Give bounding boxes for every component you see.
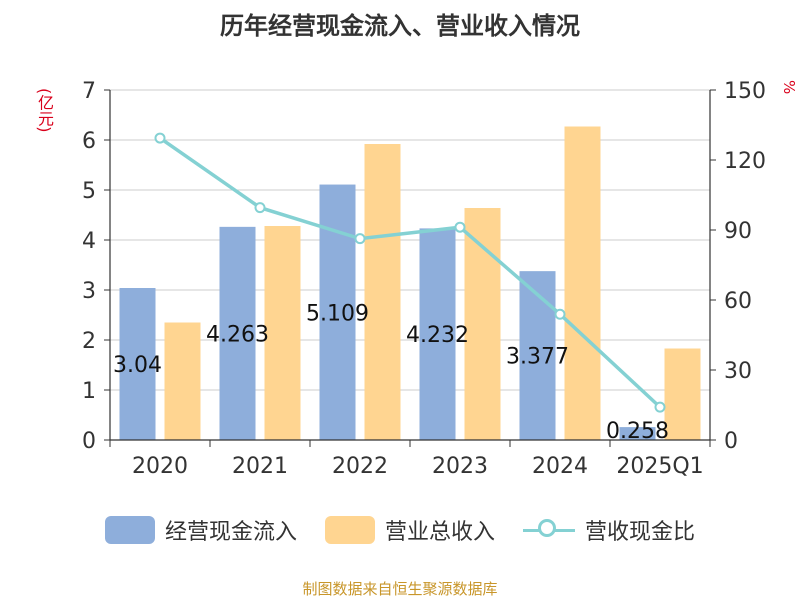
point-cash-ratio	[654, 401, 666, 413]
right-tick-label: 30	[724, 359, 752, 384]
bar-cash-inflow	[519, 271, 556, 440]
left-tick-label: 5	[82, 179, 96, 204]
legend-swatch-cash-ratio	[523, 516, 575, 544]
legend-label-cash-ratio: 营收现金比	[585, 520, 696, 545]
x-tick-label: 2024	[532, 454, 588, 479]
data-source-note: 制图数据来自恒生聚源数据库	[302, 580, 498, 598]
bar-total-revenue	[364, 144, 401, 440]
chart-title: 历年经营现金流入、营业收入情况	[220, 12, 580, 40]
bar-total-revenue	[264, 226, 301, 440]
legend-swatch-total-revenue	[324, 516, 375, 544]
x-tick-label: 2025Q1	[616, 454, 703, 479]
right-tick-label: 120	[724, 149, 766, 174]
x-tick-label: 2020	[132, 454, 188, 479]
left-tick-label: 6	[82, 129, 96, 154]
legend-label-total-revenue: 营业总收入	[384, 520, 495, 545]
left-tick-label: 2	[82, 329, 96, 354]
bar-cash-inflow	[619, 427, 656, 440]
legend-item-cash-ratio[interactable]: 营收现金比	[523, 514, 695, 546]
point-cash-ratio	[254, 202, 266, 214]
point-cash-ratio	[454, 221, 466, 233]
x-tick-label: 2021	[232, 454, 288, 479]
legend-swatch-cash-inflow	[104, 516, 155, 544]
right-tick-label: 0	[724, 429, 738, 454]
data-label-cash-inflow: 3.04	[113, 353, 162, 378]
legend-item-total-revenue[interactable]: 营业总收入	[324, 514, 495, 546]
left-tick-label: 0	[82, 429, 96, 454]
bar-total-revenue	[564, 126, 601, 440]
data-label-cash-inflow: 5.109	[306, 301, 369, 326]
data-label-cash-inflow: 4.232	[406, 323, 469, 348]
left-axis-unit: (亿元)	[35, 88, 54, 133]
bar-cash-inflow	[119, 288, 156, 440]
right-tick-label: 60	[724, 289, 752, 314]
left-tick-label: 1	[82, 379, 96, 404]
right-tick-label: 150	[724, 79, 766, 104]
point-cash-ratio	[354, 233, 366, 245]
right-tick-label: 90	[724, 219, 752, 244]
left-tick-label: 4	[82, 229, 96, 254]
point-cash-ratio	[554, 308, 566, 320]
bar-cash-inflow	[219, 226, 256, 440]
bar-total-revenue	[164, 322, 201, 440]
legend-label-cash-inflow: 经营现金流入	[164, 520, 297, 545]
bar-cash-inflow	[419, 228, 456, 440]
line-cash-ratio	[159, 136, 662, 409]
data-label-cash-inflow: 4.263	[206, 322, 269, 347]
legend: 经营现金流入 营业总收入 营收现金比	[0, 514, 800, 546]
left-tick-label: 7	[82, 79, 96, 104]
legend-item-cash-inflow[interactable]: 经营现金流入	[104, 514, 297, 546]
point-cash-ratio	[154, 132, 166, 144]
x-tick-label: 2022	[332, 454, 388, 479]
data-label-cash-inflow: 3.377	[506, 345, 569, 370]
bar-total-revenue	[664, 348, 701, 440]
x-tick-label: 2023	[432, 454, 488, 479]
right-axis-unit: %	[780, 80, 798, 95]
bar-total-revenue	[464, 208, 501, 440]
data-label-cash-inflow: 0.258	[606, 419, 669, 444]
left-tick-label: 3	[82, 279, 96, 304]
